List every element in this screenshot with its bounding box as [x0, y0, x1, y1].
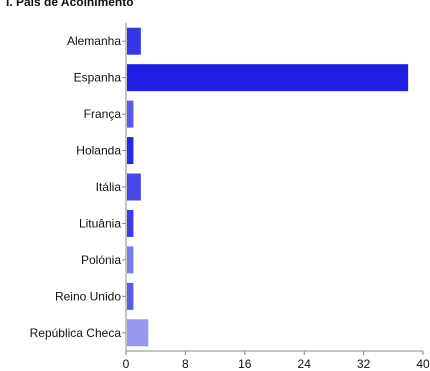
- x-tick-label: 16: [238, 357, 252, 371]
- category-label: Polónia: [81, 253, 121, 267]
- category-label: Lituânia: [79, 216, 121, 230]
- x-tick-label: 40: [416, 357, 430, 371]
- bar-holanda: [127, 137, 134, 165]
- bar-república-checa: [127, 319, 149, 347]
- x-tick-label: 0: [123, 357, 130, 371]
- category-label: República Checa: [30, 326, 122, 340]
- bar-alemanha: [127, 27, 141, 55]
- bar-lituânia: [127, 209, 134, 237]
- category-label: Holanda: [76, 144, 121, 158]
- category-label: França: [84, 107, 122, 121]
- bar-frança: [127, 100, 134, 128]
- bar-espanha: [127, 64, 409, 92]
- category-label: Itália: [96, 180, 122, 194]
- bar-itália: [127, 173, 141, 201]
- bar-reino-unido: [127, 282, 134, 310]
- x-tick-label: 24: [298, 357, 312, 371]
- category-label: Alemanha: [67, 34, 121, 48]
- x-tick-label: 32: [357, 357, 371, 371]
- bar-polónia: [127, 246, 134, 274]
- category-label: Espanha: [74, 71, 122, 85]
- x-tick-label: 8: [182, 357, 189, 371]
- category-label: Reino Unido: [55, 289, 121, 303]
- chart-title: I. País de Acolhimento: [6, 0, 134, 9]
